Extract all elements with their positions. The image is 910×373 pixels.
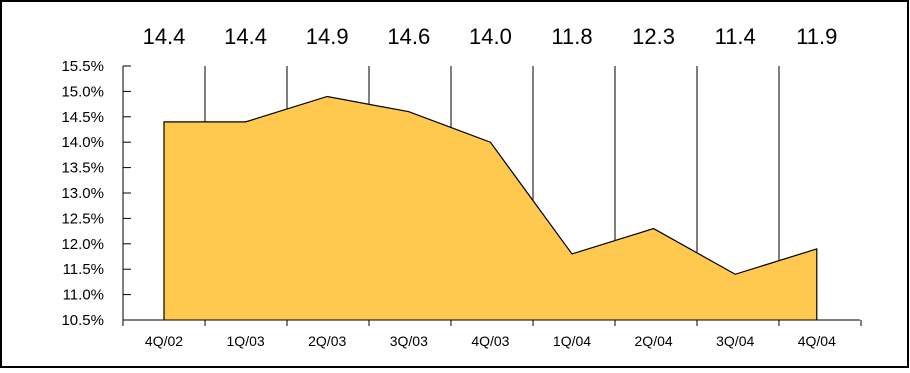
x-tick-label: 4Q/03 [471, 333, 509, 349]
y-tick-label: 15.5% [61, 58, 104, 75]
data-label: 11.8 [551, 24, 592, 49]
y-tick-label: 14.5% [61, 109, 104, 126]
y-tick-label: 12.5% [61, 210, 104, 227]
data-label: 14.0 [469, 24, 512, 49]
data-label: 14.9 [306, 24, 349, 49]
y-tick-label: 10.5% [61, 312, 104, 329]
x-tick-label: 1Q/03 [227, 333, 265, 349]
x-tick-label: 3Q/04 [716, 333, 754, 349]
data-label: 11.4 [715, 24, 756, 49]
y-tick-label: 11.5% [63, 261, 104, 278]
y-tick-label: 11.0% [63, 287, 104, 304]
y-tick-label: 13.5% [61, 160, 104, 177]
x-tick-label: 4Q/02 [145, 333, 183, 349]
y-tick-label: 14.0% [61, 134, 104, 151]
data-label: 12.3 [632, 24, 675, 49]
x-tick-label: 2Q/03 [308, 333, 346, 349]
data-label: 14.6 [387, 24, 430, 49]
data-label: 14.4 [224, 24, 267, 49]
data-label: 14.4 [143, 24, 186, 49]
x-tick-label: 3Q/03 [390, 333, 428, 349]
x-tick-label: 4Q/04 [798, 333, 836, 349]
y-tick-label: 12.0% [61, 236, 104, 253]
x-tick-label: 2Q/04 [635, 333, 673, 349]
data-label: 11.9 [796, 24, 837, 49]
y-tick-label: 15.0% [61, 83, 104, 100]
y-tick-label: 13.0% [61, 185, 104, 202]
x-tick-label: 1Q/04 [553, 333, 591, 349]
